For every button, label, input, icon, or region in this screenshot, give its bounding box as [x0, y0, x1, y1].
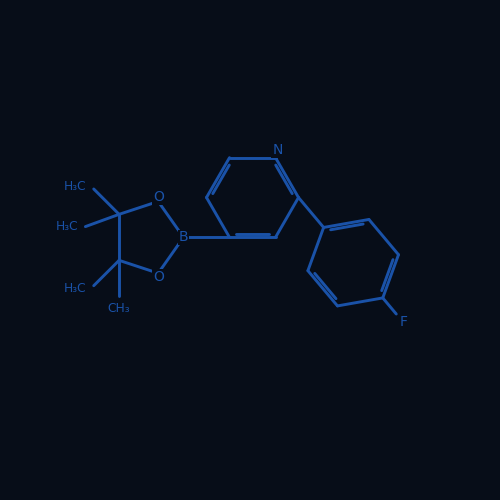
Text: H₃C: H₃C	[64, 180, 86, 193]
Text: O: O	[153, 190, 164, 204]
Text: O: O	[153, 270, 164, 284]
Text: H₃C: H₃C	[64, 282, 86, 294]
Text: H₃C: H₃C	[56, 220, 78, 233]
Text: N: N	[272, 143, 282, 157]
Text: F: F	[400, 316, 407, 330]
Text: B: B	[178, 230, 188, 244]
Text: CH₃: CH₃	[108, 302, 130, 315]
